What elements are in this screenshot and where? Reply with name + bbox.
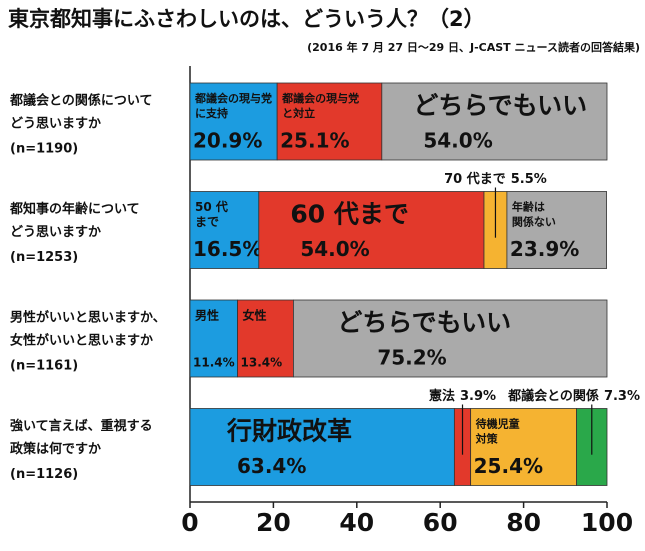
row-label: 都知事の年齢について bbox=[9, 201, 140, 217]
row-label: 女性がいいと思いますか bbox=[10, 333, 153, 349]
segment-name: 都議会の現与党 bbox=[281, 91, 359, 105]
segment-name: どちらでもいい bbox=[413, 91, 587, 120]
row-label: 都議会との関係について bbox=[9, 93, 152, 109]
value-label: 20.9% bbox=[193, 129, 262, 153]
segment-name: 60 代まで bbox=[290, 200, 409, 229]
segment-name: 関係ない bbox=[512, 215, 556, 229]
value-label: 11.4% bbox=[193, 356, 235, 370]
bar-segment bbox=[189, 408, 455, 486]
value-label: 25.1% bbox=[280, 129, 349, 153]
bar-segment bbox=[189, 82, 278, 161]
value-label: 23.9% bbox=[510, 237, 579, 261]
segment-name: 対策 bbox=[475, 432, 499, 446]
value-label: 54.0% bbox=[300, 237, 369, 261]
chart-title: 東京都知事にふさわしいのは、どういう人？（2） bbox=[8, 7, 485, 31]
bar-segment bbox=[276, 82, 383, 161]
x-tick-label: 0 bbox=[181, 508, 198, 537]
x-tick-label: 80 bbox=[506, 508, 541, 537]
row-label: 政策は何ですか bbox=[10, 441, 101, 457]
x-tick-label: 40 bbox=[339, 508, 374, 537]
row-label: どう思いますか bbox=[10, 225, 101, 240]
x-tick-label: 100 bbox=[581, 508, 633, 537]
value-label: 3.9% bbox=[460, 389, 496, 404]
bar-segment bbox=[470, 408, 577, 486]
value-label: 63.4% bbox=[237, 454, 306, 478]
segment-name: 行財政改革 bbox=[226, 417, 352, 446]
segment-name: 50 代 bbox=[195, 199, 228, 214]
row-label: 男性がいいと思いますか、 bbox=[10, 310, 166, 326]
chart-subtitle: (2016 年 7 月 27 日〜29 日、J-CAST ニュース読者の回答結果… bbox=[307, 40, 640, 54]
x-tick-label: 20 bbox=[256, 508, 291, 537]
segment-name: に支持 bbox=[195, 106, 228, 120]
bar-segment bbox=[293, 299, 608, 378]
bar-segment bbox=[381, 82, 608, 161]
segment-name: 男性 bbox=[195, 308, 219, 323]
bar-segment bbox=[506, 191, 607, 269]
row-n-label: (n=1190) bbox=[10, 142, 78, 157]
row-label: 強いて言えば、重視する bbox=[10, 418, 153, 434]
segment-name: 年齢は bbox=[512, 200, 545, 214]
row-label: どう思いますか bbox=[10, 117, 101, 132]
segment-name: 女性 bbox=[243, 308, 267, 323]
x-tick-label: 60 bbox=[423, 508, 458, 537]
segment-name: まで bbox=[195, 215, 219, 229]
value-label: 5.5% bbox=[511, 172, 547, 187]
segment-name: と対立 bbox=[282, 106, 315, 120]
bar-segment bbox=[189, 299, 238, 378]
value-label: 25.4% bbox=[474, 454, 543, 478]
value-label: 54.0% bbox=[423, 129, 492, 153]
row-n-label: (n=1126) bbox=[10, 467, 78, 482]
segment-name: 待機児童 bbox=[475, 417, 520, 431]
value-label: 13.4% bbox=[241, 356, 283, 370]
segment-name: 都議会との関係 bbox=[507, 388, 599, 404]
segment-name: 憲法 bbox=[428, 388, 455, 404]
row-n-label: (n=1161) bbox=[10, 359, 78, 374]
value-label: 16.5% bbox=[193, 237, 262, 261]
segment-name: 都議会の現与党 bbox=[194, 91, 272, 105]
value-label: 7.3% bbox=[604, 389, 640, 404]
segment-name: 70 代まで bbox=[444, 171, 506, 187]
segment-name: どちらでもいい bbox=[337, 308, 511, 337]
value-label: 75.2% bbox=[377, 346, 446, 370]
row-n-label: (n=1253) bbox=[10, 250, 78, 265]
